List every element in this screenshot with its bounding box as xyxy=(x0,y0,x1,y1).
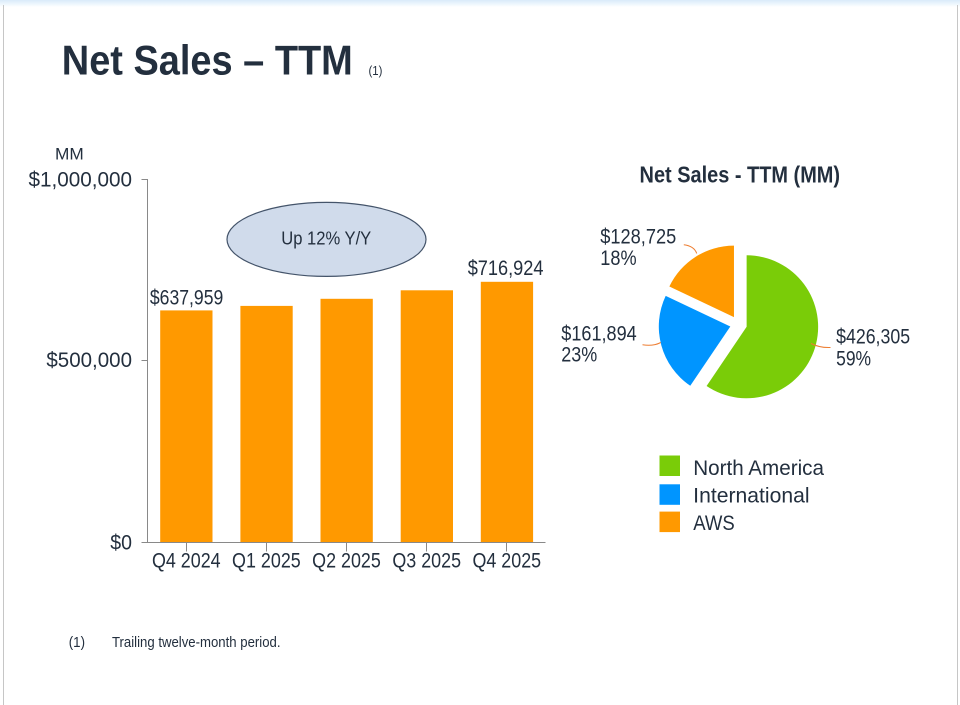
svg-text:23%: 23% xyxy=(561,344,597,367)
svg-text:MM: MM xyxy=(55,144,84,163)
svg-text:Q1 2025: Q1 2025 xyxy=(232,549,301,572)
svg-text:$500,000: $500,000 xyxy=(46,349,132,372)
svg-text:Q2 2025: Q2 2025 xyxy=(312,549,381,572)
svg-text:$128,725: $128,725 xyxy=(600,226,676,249)
svg-text:International: International xyxy=(693,484,809,507)
svg-text:$426,305: $426,305 xyxy=(836,326,910,349)
svg-text:Net Sales - TTM (MM): Net Sales - TTM (MM) xyxy=(640,161,841,187)
svg-text:$1,000,000: $1,000,000 xyxy=(29,168,133,191)
svg-text:$0: $0 xyxy=(110,531,132,554)
svg-text:AWS: AWS xyxy=(693,512,735,535)
svg-text:Q4 2024: Q4 2024 xyxy=(152,549,221,572)
svg-text:Q3 2025: Q3 2025 xyxy=(392,549,461,572)
svg-text:$161,894: $161,894 xyxy=(561,322,637,345)
svg-text:North America: North America xyxy=(693,457,824,480)
svg-text:Q4 2025: Q4 2025 xyxy=(472,549,541,572)
svg-text:Net Sales – TTM: Net Sales – TTM xyxy=(62,37,353,84)
svg-text:(1): (1) xyxy=(369,63,383,78)
svg-text:$716,924: $716,924 xyxy=(468,257,544,280)
svg-text:$637,959: $637,959 xyxy=(150,287,223,310)
svg-text:Trailing twelve-month period.: Trailing twelve-month period. xyxy=(112,634,281,651)
svg-text:(1): (1) xyxy=(69,634,85,651)
svg-text:18%: 18% xyxy=(600,247,636,270)
svg-text:Up 12% Y/Y: Up 12% Y/Y xyxy=(281,228,371,248)
svg-text:59%: 59% xyxy=(836,348,871,371)
